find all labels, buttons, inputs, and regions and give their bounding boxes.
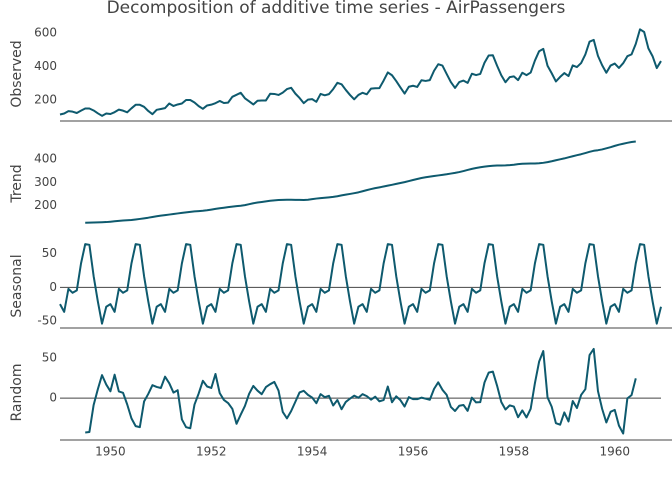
chart-title: Decomposition of additive time series - … [107,0,566,18]
series-line [59,243,662,325]
y-tick-label: 400 [34,152,57,166]
y-tick-label: 0 [49,280,57,294]
x-tick-label: 1956 [398,445,429,459]
y-tick-label: 600 [34,26,57,40]
series-line [59,28,662,117]
y-tick-label: 200 [34,198,57,212]
x-tick-label: 1950 [95,445,126,459]
x-tick-label: 1954 [297,445,328,459]
y-tick-label: 300 [34,175,57,189]
y-axis-title: Seasonal [9,254,25,317]
y-tick-label: 0 [49,391,57,405]
series-line [85,140,636,224]
x-tick-label: 1958 [499,445,530,459]
series-line [85,347,637,435]
y-axis-title: Trend [9,164,25,203]
y-axis-title: Random [9,364,25,422]
y-tick-label: 50 [42,246,57,260]
y-tick-label: 400 [34,59,57,73]
y-tick-label: 50 [42,350,57,364]
x-tick-label: 1952 [196,445,227,459]
x-tick-label: 1960 [599,445,630,459]
y-tick-label: -50 [37,314,57,328]
y-axis-title: Observed [9,40,25,107]
y-tick-label: 200 [34,92,57,106]
